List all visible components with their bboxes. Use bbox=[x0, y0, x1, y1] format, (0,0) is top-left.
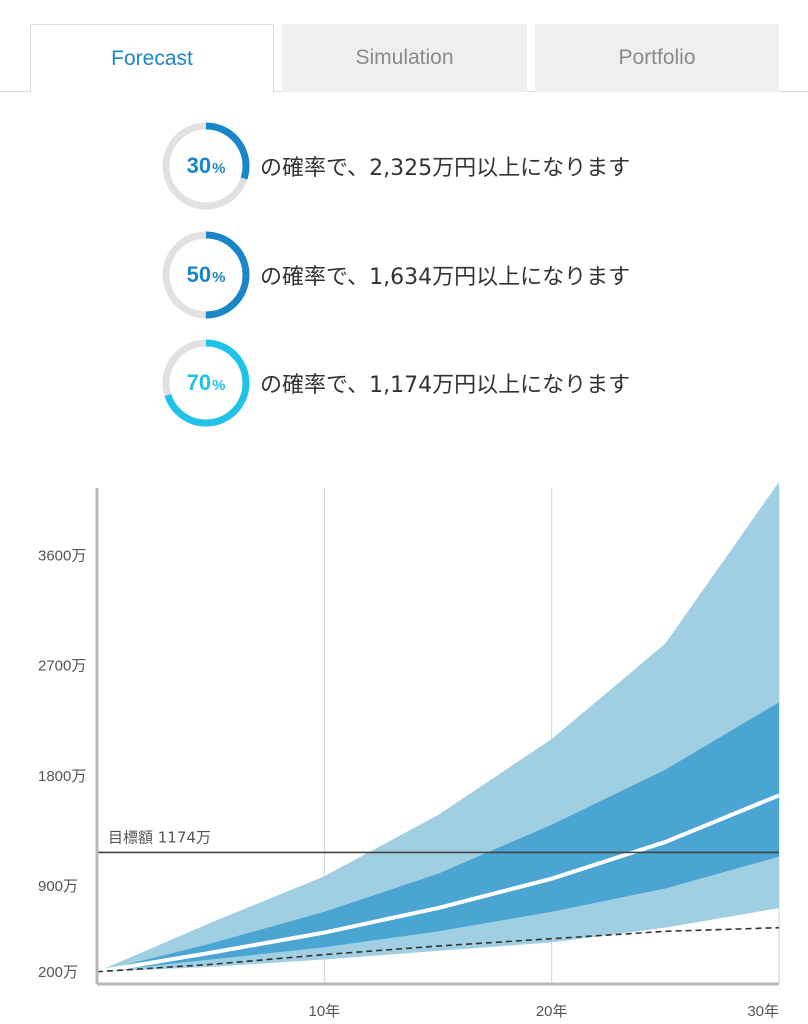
probability-row-50: 50% の確率で、1,634万円以上になります bbox=[160, 229, 760, 321]
percent-sign: % bbox=[212, 159, 226, 177]
tab-bar: Forecast Simulation Portfolio bbox=[0, 0, 808, 93]
probability-text: の確率で、1,634万円以上になります bbox=[260, 265, 631, 290]
probability-row-30: 30% の確率で、2,325万円以上になります bbox=[160, 120, 760, 212]
y-tick-label: 200万 bbox=[38, 964, 78, 981]
percent-value: 30 bbox=[186, 153, 212, 178]
x-tick-label: 20年 bbox=[536, 1003, 568, 1020]
target-label: 目標額 1174万 bbox=[108, 828, 211, 846]
probability-ring bbox=[162, 122, 250, 210]
probability-ring bbox=[162, 231, 250, 319]
principal-dashed-line bbox=[96, 926, 780, 973]
probability-row-70: 70% の確率で、1,174万円以上になります bbox=[160, 337, 760, 429]
y-tick-label: 3600万 bbox=[38, 547, 86, 564]
forecast-bands bbox=[97, 481, 779, 972]
forecast-lines bbox=[96, 793, 780, 974]
tab-simulation[interactable]: Simulation bbox=[282, 24, 527, 92]
chart-axes bbox=[95, 488, 779, 986]
tab-forecast[interactable]: Forecast bbox=[30, 24, 274, 93]
probability-ring bbox=[162, 339, 250, 427]
percent-value: 50 bbox=[186, 262, 212, 287]
percent-sign: % bbox=[212, 376, 226, 394]
y-tick-label: 1800万 bbox=[38, 768, 86, 785]
tab-portfolio[interactable]: Portfolio bbox=[535, 24, 779, 92]
probability-percent: 50% bbox=[160, 229, 252, 321]
probability-text: の確率で、2,325万円以上になります bbox=[260, 156, 631, 181]
probability-text: の確率で、1,174万円以上になります bbox=[260, 373, 631, 398]
percent-value: 70 bbox=[186, 370, 212, 395]
median-line bbox=[96, 793, 780, 974]
probability-percent: 30% bbox=[160, 120, 252, 212]
inner-probability-band bbox=[97, 702, 779, 972]
forecast-chart: 目標額 1174万 200万 900万 1800万 2700万 3600万 10年 20年 30… bbox=[38, 481, 780, 1020]
y-tick-label: 2700万 bbox=[38, 658, 86, 675]
probability-percent: 70% bbox=[160, 337, 252, 429]
x-tick-label: 30年 bbox=[747, 1003, 779, 1020]
percent-sign: % bbox=[212, 268, 226, 286]
x-tick-label: 10年 bbox=[308, 1003, 340, 1020]
y-tick-label: 900万 bbox=[38, 878, 78, 895]
tick-labels: 目標額 1174万 200万 900万 1800万 2700万 3600万 10年 20年 30… bbox=[38, 547, 779, 1020]
